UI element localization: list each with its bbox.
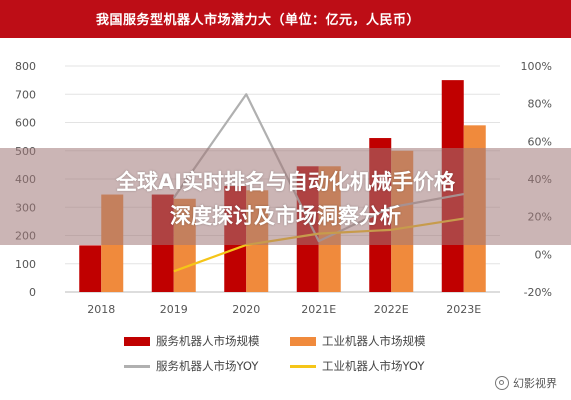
legend-item-industrial-yoy: 工业机器人市场YOY xyxy=(290,358,424,374)
caption-line-1: 全球AI实时排名与自动化机械手价格 xyxy=(115,170,456,194)
bar-service xyxy=(79,245,102,292)
y-right-tick-label: 100% xyxy=(521,60,552,73)
y-left-tick-label: 700 xyxy=(15,88,36,101)
y-left-tick-label: 100 xyxy=(15,258,36,271)
x-tick-label: 2021E xyxy=(301,303,336,316)
y-right-tick-label: 80% xyxy=(528,98,552,111)
legend-label: 工业机器人市场YOY xyxy=(322,359,425,373)
x-tick-label: 2022E xyxy=(374,303,409,316)
title-bar: 我国服务型机器人市场潜力大（单位：亿元，人民币） xyxy=(0,0,571,38)
watermark-text: 幻影视界 xyxy=(513,377,557,390)
legend: 服务机器人市场规模 工业机器人市场规模 服务机器人市场YOY 工业机器人市场YO… xyxy=(0,326,571,386)
chart-title: 我国服务型机器人市场潜力大（单位：亿元，人民币） xyxy=(96,13,421,28)
y-left-tick-label: 0 xyxy=(29,286,36,299)
wechat-icon xyxy=(495,376,509,390)
caption-line-2: 深度探讨及市场洞察分析 xyxy=(170,204,401,228)
x-tick-label: 2020 xyxy=(232,303,260,316)
y-left-tick-label: 600 xyxy=(15,117,36,130)
y-left-tick-label: 800 xyxy=(15,60,36,73)
x-tick-label: 2023E xyxy=(446,303,481,316)
legend-item-industrial-bar: 工业机器人市场规模 xyxy=(290,333,426,349)
y-right-tick-label: 0% xyxy=(535,248,552,261)
caption-overlay: 全球AI实时排名与自动化机械手价格 深度探讨及市场洞察分析 xyxy=(0,148,571,245)
legend-item-service-yoy: 服务机器人市场YOY xyxy=(124,358,258,374)
legend-label: 工业机器人市场规模 xyxy=(322,334,426,348)
y-right-tick-label: 60% xyxy=(528,135,552,148)
legend-swatch xyxy=(290,336,316,346)
watermark: 幻影视界 xyxy=(495,375,557,391)
x-tick-label: 2018 xyxy=(87,303,115,316)
y-right-tick-label: -20% xyxy=(524,286,552,299)
legend-item-service-bar: 服务机器人市场规模 xyxy=(124,333,260,349)
legend-label: 服务机器人市场YOY xyxy=(156,359,259,373)
legend-swatch xyxy=(124,336,150,346)
legend-label: 服务机器人市场规模 xyxy=(156,334,260,348)
legend-swatch xyxy=(124,364,150,368)
x-tick-label: 2019 xyxy=(160,303,188,316)
legend-swatch xyxy=(290,364,316,368)
